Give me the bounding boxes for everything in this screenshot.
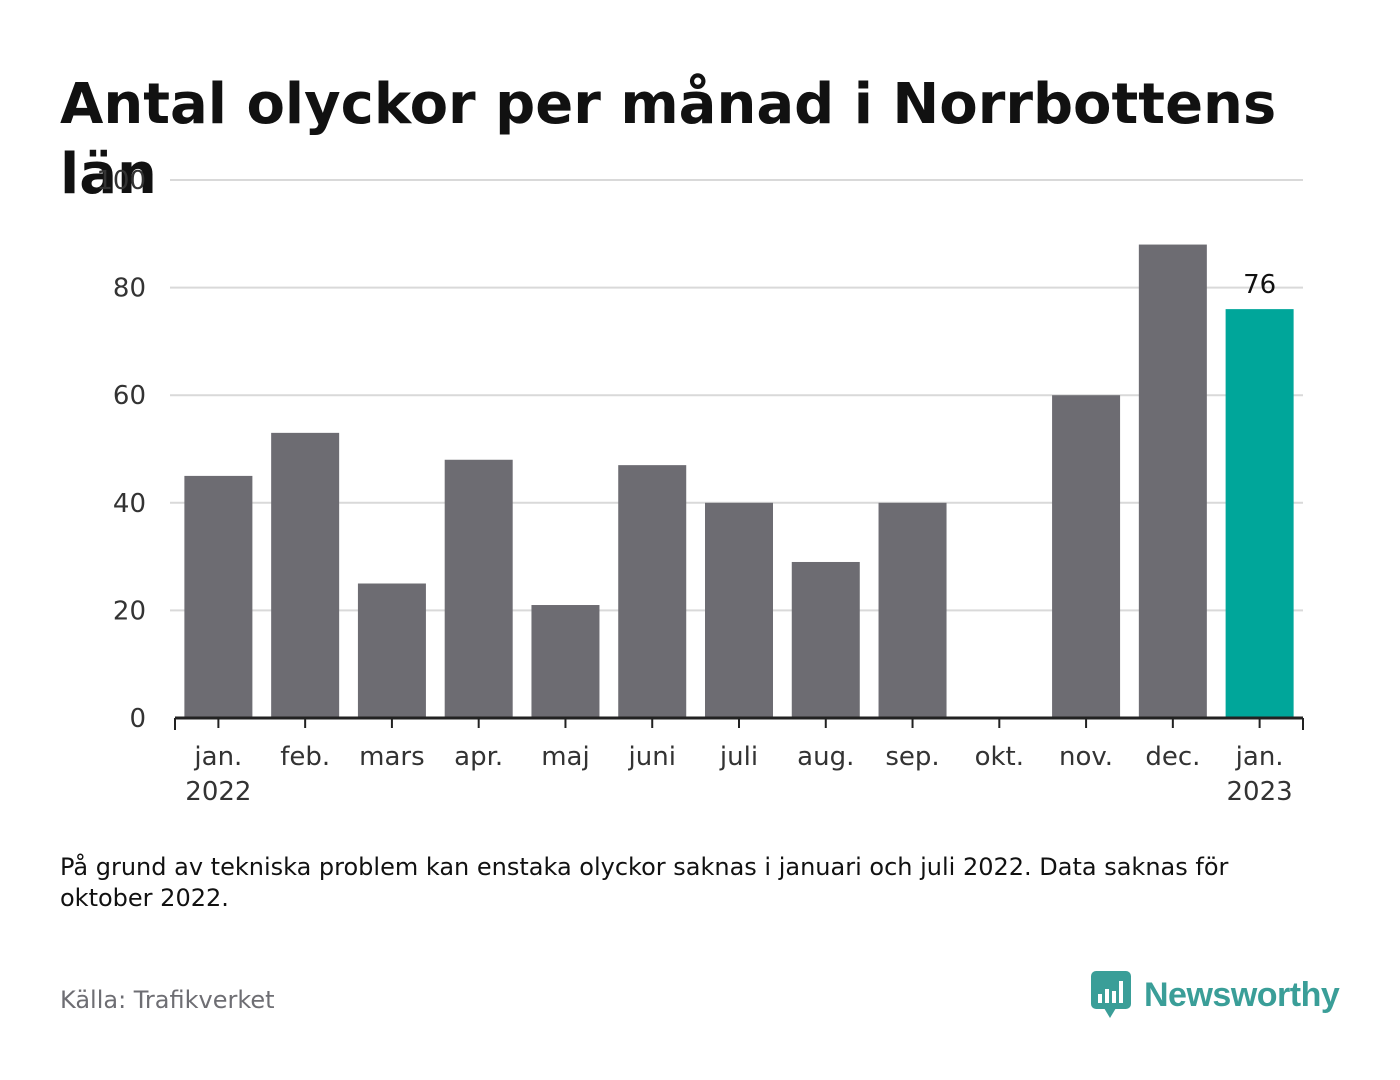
x-tick-label: 2023 bbox=[1227, 777, 1293, 807]
y-tick-label: 40 bbox=[113, 489, 146, 519]
x-tick-label: mars bbox=[359, 742, 425, 772]
y-tick-label: 60 bbox=[113, 381, 146, 411]
x-tick-label: sep. bbox=[885, 742, 939, 772]
bar bbox=[357, 583, 426, 718]
bar bbox=[271, 432, 340, 718]
bar bbox=[1225, 309, 1294, 718]
bar bbox=[878, 502, 947, 718]
y-axis: 0 20 40 60 80 100 bbox=[96, 166, 146, 734]
bar bbox=[618, 465, 687, 718]
x-axis: jan. 2022 feb. mars apr. maj juni juli aug. sep. o… bbox=[174, 716, 1304, 807]
newsworthy-logo-icon bbox=[1091, 971, 1131, 1018]
bars bbox=[184, 244, 1294, 718]
bar bbox=[184, 475, 253, 718]
chart-title: Antal olyckor per månad i Norrbottens lä… bbox=[60, 72, 1277, 207]
y-tick-label: 20 bbox=[113, 596, 146, 626]
y-tick-label: 80 bbox=[113, 274, 146, 304]
source-label: Källa: Trafikverket bbox=[60, 986, 275, 1014]
x-tick-label: aug. bbox=[797, 742, 854, 772]
x-tick-label: nov. bbox=[1059, 742, 1113, 772]
footnote: På grund av tekniska problem kan enstaka… bbox=[60, 853, 1229, 912]
x-tick-label: feb. bbox=[280, 742, 330, 772]
brand-name: Newsworthy bbox=[1144, 975, 1340, 1014]
x-tick-label: juli bbox=[719, 742, 758, 772]
bar bbox=[791, 561, 860, 718]
bar-chart: 0 20 40 60 80 100 jan. 2022 feb. mars apr. maj juni… bbox=[96, 166, 1304, 807]
x-tick-label: juni bbox=[628, 742, 676, 772]
brand-logo[interactable]: Newsworthy bbox=[1090, 970, 1340, 1020]
data-labels: 76 bbox=[1243, 270, 1276, 300]
bar bbox=[1052, 395, 1121, 718]
x-tick-label: 2022 bbox=[185, 777, 251, 807]
x-tick-label: jan. bbox=[193, 742, 242, 772]
x-tick-label: dec. bbox=[1145, 742, 1200, 772]
x-tick-label: okt. bbox=[975, 742, 1024, 772]
data-label: 76 bbox=[1243, 270, 1276, 300]
bar bbox=[705, 502, 773, 718]
bar bbox=[531, 605, 600, 718]
y-tick-label: 100 bbox=[96, 166, 146, 196]
x-tick-label: apr. bbox=[454, 742, 503, 772]
x-tick-label: jan. bbox=[1235, 742, 1284, 772]
x-tick-label: maj bbox=[541, 742, 589, 772]
bar bbox=[1138, 244, 1207, 718]
bar bbox=[444, 459, 513, 718]
y-tick-label: 0 bbox=[129, 704, 146, 734]
